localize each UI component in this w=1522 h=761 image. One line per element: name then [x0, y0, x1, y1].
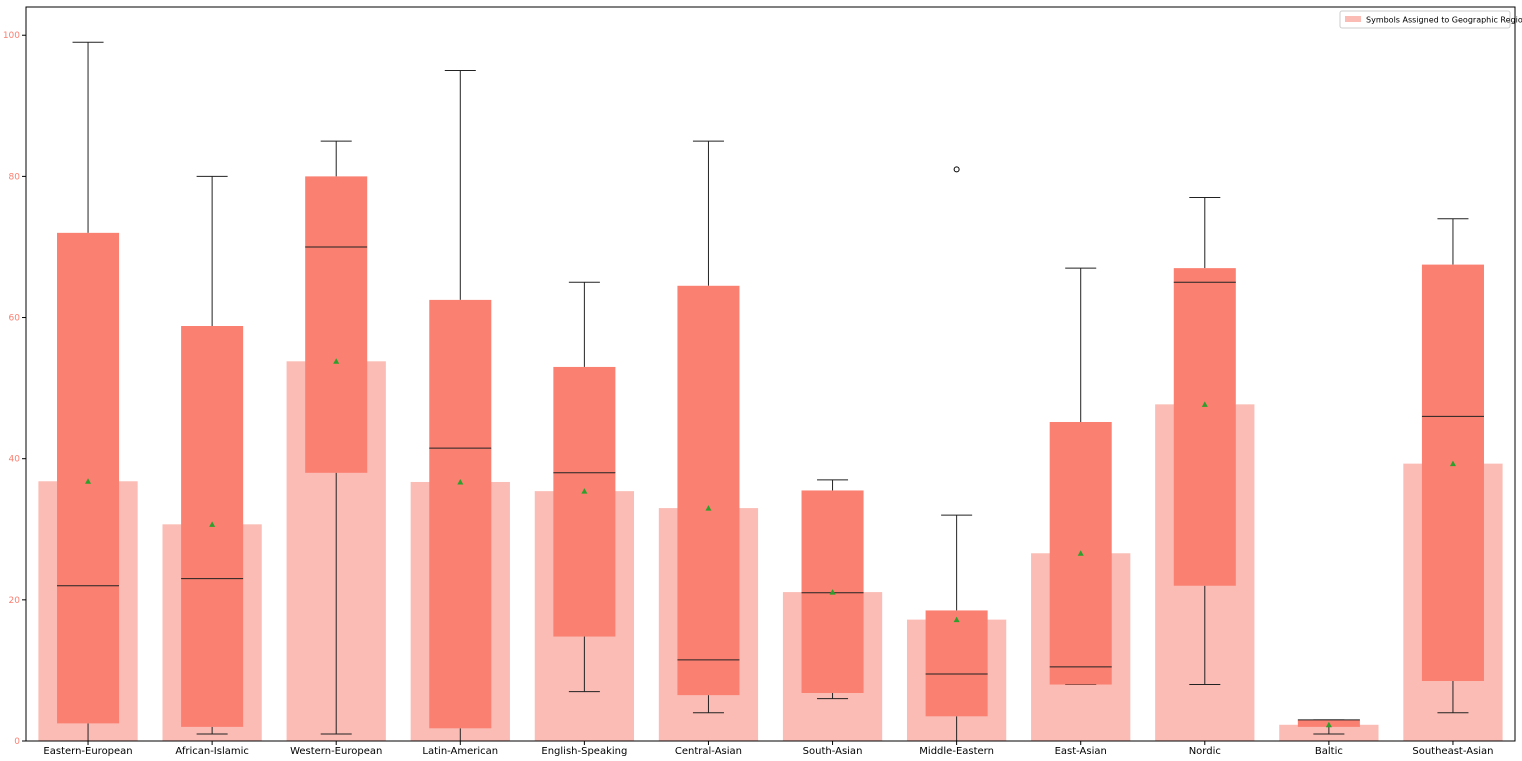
ytick-label-100: 100: [3, 31, 20, 41]
xtick-label-nordic: Nordic: [1189, 746, 1221, 757]
box-english-speaking: [553, 366, 616, 637]
mean-marker-nordic: [1201, 401, 1208, 407]
box-eastern-european: [57, 232, 120, 724]
legend-label: Symbols Assigned to Geographic Region: [1366, 16, 1522, 25]
ytick-label-20: 20: [9, 596, 21, 606]
xtick-label-central-asian: Central-Asian: [675, 746, 742, 757]
plot-frame: [25, 6, 1516, 742]
box-western-european: [305, 176, 368, 473]
xtick-label-latin-american: Latin-American: [422, 746, 498, 757]
mean-marker-east-asian: [1077, 550, 1084, 556]
outlier-middle-eastern: [953, 166, 960, 173]
mean-marker-latin-american: [457, 478, 464, 485]
mean-marker-western-european: [333, 358, 340, 364]
xtick-label-english-speaking: English-Speaking: [541, 746, 627, 757]
mean-marker-south-asian: [829, 589, 836, 595]
xtick-label-south-asian: South-Asian: [803, 746, 863, 757]
xtick-label-east-asian: East-Asian: [1055, 746, 1107, 757]
legend-box: [1339, 10, 1511, 29]
box-southeast-asian: [1421, 264, 1484, 682]
ytick-label-80: 80: [9, 172, 21, 182]
mean-marker-central-asian: [705, 505, 712, 511]
box-central-asian: [677, 285, 740, 696]
mean-marker-southeast-asian: [1449, 460, 1456, 467]
xtick-label-african-islamic: African-Islamic: [175, 746, 249, 757]
mean-marker-english-speaking: [581, 488, 588, 494]
mean-marker-middle-eastern: [953, 616, 960, 623]
xtick-label-middle-eastern: Middle-Eastern: [919, 746, 994, 757]
legend-swatch: [1345, 16, 1361, 22]
box-middle-eastern: [925, 610, 988, 717]
xtick-label-eastern-european: Eastern-European: [43, 746, 132, 757]
ytick-label-60: 60: [9, 314, 21, 324]
mean-marker-eastern-european: [85, 478, 92, 484]
mean-marker-african-islamic: [209, 521, 216, 527]
ytick-label-40: 40: [9, 455, 21, 465]
box-nordic: [1173, 268, 1236, 586]
mean-marker-baltic: [1325, 721, 1332, 728]
xtick-label-southeast-asian: Southeast-Asian: [1412, 746, 1493, 757]
xtick-label-western-european: Western-European: [290, 746, 382, 757]
xtick-label-baltic: Baltic: [1315, 746, 1343, 757]
box-latin-american: [429, 299, 492, 729]
ytick-label-0: 0: [14, 737, 20, 747]
